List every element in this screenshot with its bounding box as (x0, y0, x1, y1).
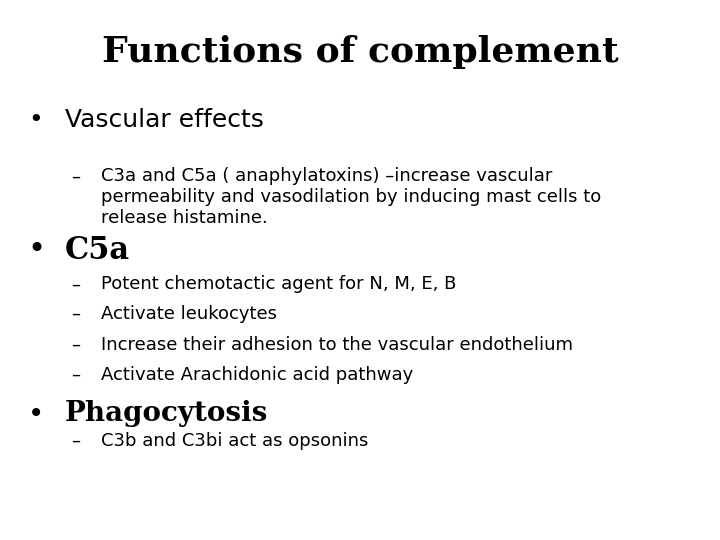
Text: –: – (71, 167, 80, 185)
Text: C3a and C5a ( anaphylatoxins) –increase vascular
permeability and vasodilation b: C3a and C5a ( anaphylatoxins) –increase … (101, 167, 601, 227)
Text: Phagocytosis: Phagocytosis (65, 400, 268, 427)
Text: Potent chemotactic agent for N, M, E, B: Potent chemotactic agent for N, M, E, B (101, 275, 456, 293)
Text: –: – (71, 366, 80, 384)
Text: Increase their adhesion to the vascular endothelium: Increase their adhesion to the vascular … (101, 336, 573, 354)
Text: Activate Arachidonic acid pathway: Activate Arachidonic acid pathway (101, 366, 413, 384)
Text: •: • (29, 108, 43, 132)
Text: –: – (71, 432, 80, 450)
Text: •: • (27, 235, 45, 264)
Text: Activate leukocytes: Activate leukocytes (101, 305, 276, 323)
Text: –: – (71, 275, 80, 293)
Text: Vascular effects: Vascular effects (65, 108, 264, 132)
Text: •: • (28, 400, 44, 428)
Text: –: – (71, 305, 80, 323)
Text: C3b and C3bi act as opsonins: C3b and C3bi act as opsonins (101, 432, 368, 450)
Text: C5a: C5a (65, 235, 130, 266)
Text: –: – (71, 336, 80, 354)
Text: Functions of complement: Functions of complement (102, 35, 618, 69)
